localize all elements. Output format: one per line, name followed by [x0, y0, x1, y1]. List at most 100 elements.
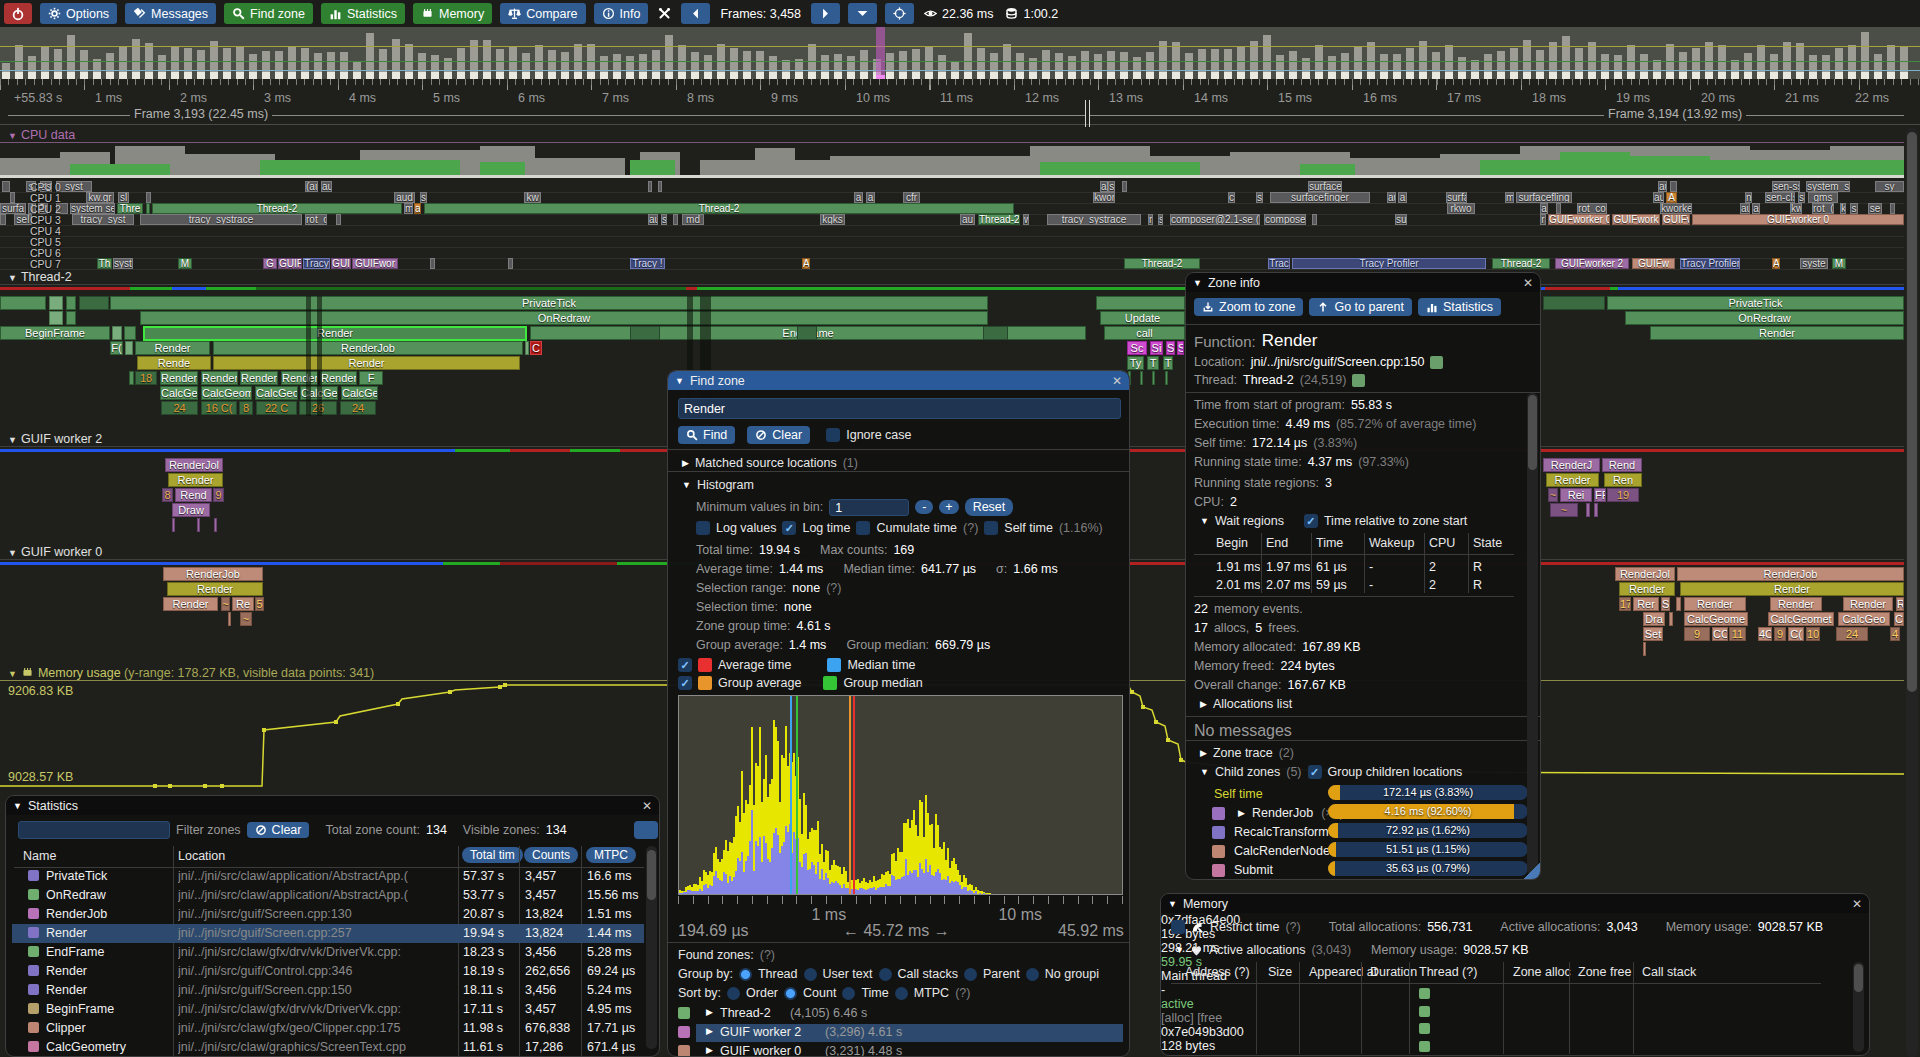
cpu-zone[interactable]: a: [1540, 203, 1548, 214]
zone-render[interactable]: Render: [160, 371, 198, 385]
prev-frame-button[interactable]: [681, 3, 710, 24]
zone-render[interactable]: Render: [1650, 326, 1904, 340]
zone-renderjob[interactable]: RenderJob: [1677, 567, 1904, 581]
duration-histogram[interactable]: [678, 695, 1123, 895]
info-button[interactable]: Info: [594, 3, 649, 24]
cpu-zone[interactable]: M: [1832, 258, 1846, 269]
zone-16-c-[interactable]: 16 C(: [201, 401, 237, 415]
mem-column-thread[interactable]: Thread (?): [1419, 965, 1477, 979]
sortby-radio-count[interactable]: [784, 987, 797, 1000]
statistics-button[interactable]: Statistics: [321, 3, 405, 24]
zone-render[interactable]: Render: [1770, 597, 1822, 611]
zone-18[interactable]: 18: [135, 371, 157, 385]
cpu-zone[interactable]: [658, 181, 662, 192]
cpu-zone[interactable]: Thread-2: [1492, 258, 1550, 269]
cpu-zone[interactable]: a: [1752, 203, 1760, 214]
zone-unnamed[interactable]: [49, 311, 63, 325]
zone-s[interactable]: S: [1177, 341, 1184, 355]
zone-render[interactable]: Render: [143, 326, 527, 341]
zone-unnamed[interactable]: [983, 326, 1008, 340]
zone-renderj[interactable]: RenderJ: [1543, 458, 1600, 472]
stat-zone-name[interactable]: Clipper: [46, 1021, 86, 1035]
timeline-scrollbar[interactable]: [1906, 128, 1918, 1057]
cpu-zone[interactable]: [648, 181, 652, 192]
dropdown-button[interactable]: [848, 3, 877, 24]
cpu-data-header[interactable]: ▼CPU data: [8, 128, 75, 142]
statistics-scrollbar[interactable]: [646, 846, 657, 1049]
zone-unnamed[interactable]: [1140, 371, 1143, 385]
cpu-zone[interactable]: kw: [1790, 203, 1802, 214]
zone-rend[interactable]: Rend: [1602, 458, 1642, 472]
zone-unnamed[interactable]: [1152, 371, 1155, 385]
zone-f[interactable]: F: [359, 371, 383, 385]
cpu-zone[interactable]: sy: [1875, 181, 1904, 192]
zone-dra[interactable]: Dra: [1643, 612, 1665, 626]
zone-unnamed[interactable]: [797, 326, 817, 340]
zone-privatetick[interactable]: PrivateTick: [110, 296, 988, 310]
zone-ff[interactable]: FF: [1594, 488, 1606, 502]
column-header-total-time[interactable]: Total tim: [462, 847, 523, 863]
stat-zone-name[interactable]: PrivateTick: [46, 869, 107, 883]
cpu-zone[interactable]: Tracy !: [630, 258, 665, 269]
zone-unnamed[interactable]: [125, 341, 133, 355]
cpu-zone[interactable]: Thre: [117, 203, 143, 214]
zone-5[interactable]: 5: [255, 597, 264, 611]
cpu-zone[interactable]: [146, 203, 150, 214]
zone-calcgeomet[interactable]: CalcGeomet: [1768, 612, 1834, 626]
zone-rei[interactable]: Rei: [1560, 488, 1592, 502]
zone-calcge-[interactable]: CalcGe(: [341, 386, 378, 400]
cpu-zone[interactable]: au: [1740, 203, 1750, 214]
groupby-radio-no-groupi[interactable]: [1026, 968, 1039, 981]
zone-unnamed[interactable]: [1165, 371, 1168, 385]
cpu-zone[interactable]: [508, 258, 513, 269]
stat-zone-name[interactable]: Render: [46, 964, 87, 978]
sortby-radio-mtpc[interactable]: [895, 987, 908, 1000]
cpu-zone[interactable]: m: [404, 203, 413, 214]
cpu-zone[interactable]: tracy_systrace: [140, 214, 302, 225]
sortby-radio-order[interactable]: [727, 987, 740, 1000]
cpu-zone[interactable]: [1556, 203, 1561, 214]
mem-column-zone-free[interactable]: Zone free: [1578, 965, 1632, 979]
cpu-zone[interactable]: a: [854, 192, 863, 203]
cpu-zone[interactable]: [0, 214, 6, 225]
cpu-zone[interactable]: tracy_syst: [72, 214, 134, 225]
go-to-parent-button[interactable]: Go to parent: [1309, 298, 1412, 316]
cpu-zone[interactable]: GUIFworker 0: [1548, 214, 1610, 225]
zone-render[interactable]: Render: [281, 371, 318, 385]
cpu-zone[interactable]: s: [1256, 192, 1263, 203]
cpu-zone[interactable]: surface!: [1308, 181, 1342, 192]
zone-24[interactable]: 24: [161, 401, 198, 415]
time-relative-checkbox[interactable]: ✓: [1304, 514, 1318, 528]
cpu-zone[interactable]: GUIFworker 2: [1555, 258, 1629, 269]
zone-si[interactable]: Si: [1150, 341, 1163, 355]
cpu-zone[interactable]: Tracy Profiler: [1680, 258, 1740, 269]
log-time-checkbox[interactable]: ✓: [782, 521, 796, 535]
zone-render[interactable]: Render: [201, 371, 238, 385]
zone-onredraw[interactable]: OnRedraw: [140, 311, 988, 325]
cpu-zone[interactable]: [146, 192, 151, 203]
cpu-zone[interactable]: su: [1395, 214, 1407, 225]
cpu-zone[interactable]: rot_(: [1812, 203, 1834, 214]
cpu-zone[interactable]: s: [420, 192, 427, 203]
zone-unnamed[interactable]: [630, 326, 660, 340]
zone-unnamed[interactable]: [1096, 296, 1185, 310]
zone-unnamed[interactable]: [79, 296, 109, 310]
zone-ty[interactable]: Ty: [1127, 356, 1144, 370]
zone-privatetick[interactable]: PrivateTick: [1607, 296, 1904, 310]
groupby-radio-thread[interactable]: [739, 968, 752, 981]
zone-calcgeo[interactable]: CalcGeo: [160, 386, 198, 400]
cpu-zone[interactable]: s: [1798, 192, 1805, 203]
zone-unnamed[interactable]: [228, 612, 231, 626]
close-icon[interactable]: ✕: [1852, 897, 1862, 911]
zone-17[interactable]: 17: [1619, 597, 1631, 611]
zone-cc[interactable]: CC: [1712, 627, 1728, 641]
zone-unnamed[interactable]: [1676, 597, 1681, 611]
cpu-zone[interactable]: rot_d: [305, 214, 327, 225]
zone-update[interactable]: Update: [1100, 311, 1185, 325]
cpu-zone[interactable]: sl: [118, 192, 129, 203]
restrict-time-checkbox[interactable]: [1171, 920, 1185, 934]
zone-9[interactable]: 9: [1684, 627, 1710, 641]
stat-zone-name[interactable]: Render: [46, 983, 87, 997]
cpu-zone[interactable]: s: [661, 214, 667, 225]
cpu-zone[interactable]: sen-cls: [1765, 192, 1795, 203]
